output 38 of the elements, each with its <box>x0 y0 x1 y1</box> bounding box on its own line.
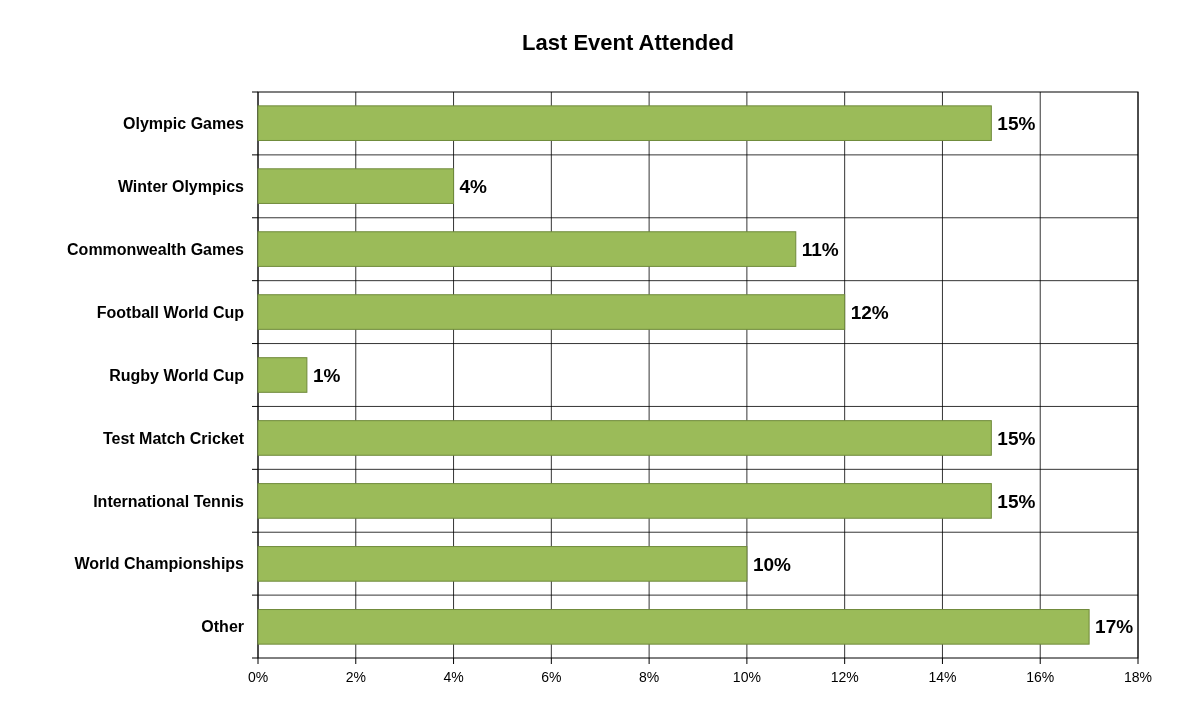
data-label: 4% <box>459 175 488 197</box>
y-tick-label: Other <box>201 618 244 636</box>
bar <box>257 105 992 141</box>
bar <box>257 294 846 330</box>
data-label: 15% <box>997 427 1036 449</box>
bar <box>257 546 748 582</box>
y-tick-label: Rugby World Cup <box>109 366 245 384</box>
data-label: 15% <box>997 112 1036 134</box>
bar <box>257 168 455 204</box>
y-tick-label: Olympic Games <box>123 114 245 132</box>
y-tick-label: International Tennis <box>93 492 245 510</box>
x-tick-label: 18% <box>1123 669 1153 685</box>
x-tick-label: 14% <box>928 669 957 685</box>
chart-title: Last Event Attended <box>522 30 734 55</box>
y-tick-label: Commonwealth Games <box>67 240 245 258</box>
data-label: 1% <box>312 364 341 386</box>
x-tick-label: 10% <box>732 669 761 685</box>
bar <box>257 231 797 267</box>
bar <box>257 609 1090 645</box>
data-label: 17% <box>1095 616 1134 638</box>
x-tick-label: 8% <box>638 669 660 685</box>
data-label: 10% <box>752 553 792 575</box>
data-label: 11% <box>801 238 839 260</box>
x-tick-label: 2% <box>345 669 366 685</box>
bar <box>257 483 992 519</box>
y-tick-label: Football World Cup <box>96 303 245 321</box>
x-tick-label: 6% <box>541 669 562 685</box>
bar <box>257 420 992 456</box>
bar <box>257 357 308 393</box>
y-tick-label: Test Match Cricket <box>102 429 245 447</box>
x-tick-label: 4% <box>443 669 464 685</box>
x-tick-label: 12% <box>830 669 859 685</box>
x-tick-label: 16% <box>1026 669 1055 685</box>
data-label: 15% <box>997 490 1036 512</box>
y-tick-label: Winter Olympics <box>117 177 245 195</box>
data-label: 12% <box>850 301 889 323</box>
y-tick-label: World Championships <box>74 555 245 573</box>
x-tick-label: 0% <box>247 669 269 685</box>
